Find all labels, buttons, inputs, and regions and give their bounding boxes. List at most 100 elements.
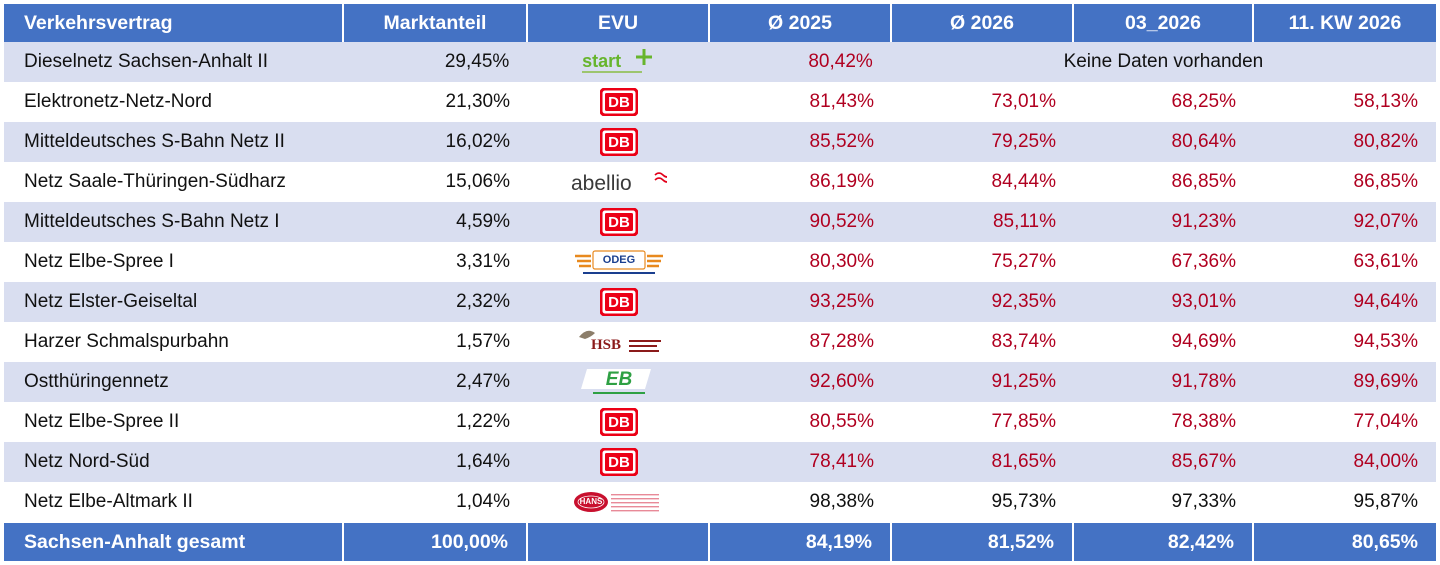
market-share: 2,32% — [456, 291, 510, 312]
contract-name: Netz Elbe-Spree I — [24, 251, 174, 272]
value-03-2026: 91,78% — [1171, 371, 1236, 392]
evu-logo-cell: DB — [528, 402, 710, 442]
value-avg-2025: 98,38% — [809, 491, 874, 512]
table-row: Netz Saale-Thüringen-Südharz 15,06% abelli… — [4, 162, 1436, 202]
value-avg-2026: 79,25% — [991, 131, 1056, 152]
start-logo: start — [570, 47, 666, 77]
hans-logo: HANS — [571, 487, 667, 517]
contract-name: Dieselnetz Sachsen-Anhalt II — [24, 51, 268, 72]
contract-name: Elektronetz-Netz-Nord — [24, 91, 212, 112]
evu-logo-cell: start — [527, 42, 709, 82]
value-03-2026: 93,01% — [1171, 291, 1236, 312]
value-avg-2025: 80,42% — [808, 51, 873, 72]
market-share: 1,57% — [456, 331, 510, 352]
table-row: Mitteldeutsches S-Bahn Netz II 16,02% DB 85… — [4, 122, 1436, 162]
evu-logo-text: start — [582, 51, 622, 71]
evu-logo-text: DB — [608, 134, 630, 151]
contract-name: Netz Saale-Thüringen-Südharz — [24, 171, 286, 192]
value-kw-11-2026: 77,04% — [1353, 411, 1418, 432]
value-avg-2025: 93,25% — [809, 291, 874, 312]
header-03-2026: 03_2026 — [1074, 4, 1254, 42]
total-kw-11-2026: 80,65% — [1351, 530, 1418, 553]
db-logo: DB — [599, 207, 639, 237]
value-avg-2025: 80,55% — [809, 411, 874, 432]
value-avg-2025: 86,19% — [809, 171, 874, 192]
evu-logo-cell: HANS — [528, 482, 710, 522]
header-marktanteil: Marktanteil — [344, 4, 528, 42]
value-kw-11-2026: 95,87% — [1353, 491, 1418, 512]
evu-logo-cell: DB — [528, 82, 710, 122]
market-share: 3,31% — [456, 251, 510, 272]
value-kw-11-2026: 86,85% — [1353, 171, 1418, 192]
hsb-logo: HSB — [571, 327, 667, 357]
market-share: 15,06% — [445, 171, 510, 192]
evu-logo-text: ODEG — [602, 254, 636, 266]
evu-logo-text: DB — [608, 214, 630, 231]
contract-name: Netz Elbe-Altmark II — [24, 491, 193, 512]
value-avg-2025: 87,28% — [809, 331, 874, 352]
total-row: Sachsen-Anhalt gesamt 100,00% 84,19% 81,52%… — [4, 523, 1436, 561]
value-03-2026: 91,23% — [1171, 211, 1236, 232]
db-logo: DB — [599, 447, 639, 477]
no-data-note: Keine Daten vorhanden — [1063, 51, 1264, 72]
evu-logo-text: DB — [608, 454, 630, 471]
header-verkehrsvertrag: Verkehrsvertrag — [4, 4, 344, 42]
evu-logo-text: HSB — [591, 337, 622, 353]
header-evu: EVU — [528, 4, 710, 42]
contract-name: Mitteldeutsches S-Bahn Netz I — [24, 211, 280, 232]
evu-logo-cell: DB — [528, 442, 710, 482]
contract-name: Netz Nord-Süd — [24, 451, 150, 472]
market-share: 4,59% — [456, 211, 510, 232]
table-row: Dieselnetz Sachsen-Anhalt II 29,45% start 8… — [4, 42, 1436, 82]
evu-logo-cell: DB — [528, 282, 710, 322]
value-kw-11-2026: 92,07% — [1353, 211, 1418, 232]
evu-logo-text: DB — [608, 94, 630, 111]
value-avg-2026: 91,25% — [991, 371, 1056, 392]
value-kw-11-2026: 80,82% — [1353, 131, 1418, 152]
table-header-row: Verkehrsvertrag Marktanteil EVU Ø 2025 Ø 202… — [4, 4, 1436, 42]
table-row: Ostthüringennetz 2,47% EB 92,60% 91,25% 91,78… — [4, 362, 1436, 402]
evu-logo-cell: DB — [528, 202, 710, 242]
contract-name: Ostthüringennetz — [24, 371, 169, 392]
value-avg-2026: 95,73% — [991, 491, 1056, 512]
value-avg-2025: 90,52% — [809, 211, 874, 232]
contract-name: Harzer Schmalspurbahn — [24, 331, 229, 352]
evu-logo-cell: ODEG — [528, 242, 710, 282]
market-share: 1,22% — [456, 411, 510, 432]
value-03-2026: 86,85% — [1171, 171, 1236, 192]
value-03-2026: 78,38% — [1171, 411, 1236, 432]
value-avg-2026: 84,44% — [991, 171, 1056, 192]
value-avg-2025: 92,60% — [809, 371, 874, 392]
evu-logo-text: DB — [608, 294, 630, 311]
contract-name: Netz Elbe-Spree II — [24, 411, 180, 432]
value-avg-2025: 78,41% — [809, 451, 874, 472]
value-03-2026: 97,33% — [1171, 491, 1236, 512]
value-avg-2025: 81,43% — [809, 91, 874, 112]
value-03-2026: 94,69% — [1171, 331, 1236, 352]
value-kw-11-2026: 89,69% — [1353, 371, 1418, 392]
value-03-2026: 85,67% — [1171, 451, 1236, 472]
table-row: Netz Elbe-Altmark II 1,04% HANS 98,38% 95,73… — [4, 482, 1436, 522]
total-avg-2025: 84,19% — [710, 523, 892, 561]
value-avg-2025: 80,30% — [809, 251, 874, 272]
value-avg-2026: 73,01% — [991, 91, 1056, 112]
value-kw-11-2026: 94,53% — [1353, 331, 1418, 352]
table-row: Elektronetz-Netz-Nord 21,30% DB 81,43% 73,01… — [4, 82, 1436, 122]
value-kw-11-2026: 94,64% — [1353, 291, 1418, 312]
db-logo: DB — [599, 407, 639, 437]
value-avg-2026: 77,85% — [991, 411, 1056, 432]
market-share: 2,47% — [456, 371, 510, 392]
market-share: 29,45% — [444, 51, 510, 72]
abellio-logo: abellio — [571, 167, 672, 197]
total-evu-empty — [528, 523, 710, 561]
total-03-2026: 82,42% — [1074, 523, 1254, 561]
evu-logo-cell: EB — [528, 362, 710, 402]
evu-logo-cell: HSB — [528, 322, 710, 362]
market-share: 21,30% — [445, 91, 510, 112]
table-row: Mitteldeutsches S-Bahn Netz I 4,59% DB 90,5… — [4, 202, 1436, 242]
market-share: 1,04% — [456, 491, 510, 512]
header-avg-2025: Ø 2025 — [710, 4, 892, 42]
market-share-table: Verkehrsvertrag Marktanteil EVU Ø 2025 Ø 202… — [4, 4, 1436, 561]
table-row: Netz Elster-Geiseltal 2,32% DB 93,25% 92,35%… — [4, 282, 1436, 322]
value-avg-2026: 85,11% — [992, 211, 1056, 232]
